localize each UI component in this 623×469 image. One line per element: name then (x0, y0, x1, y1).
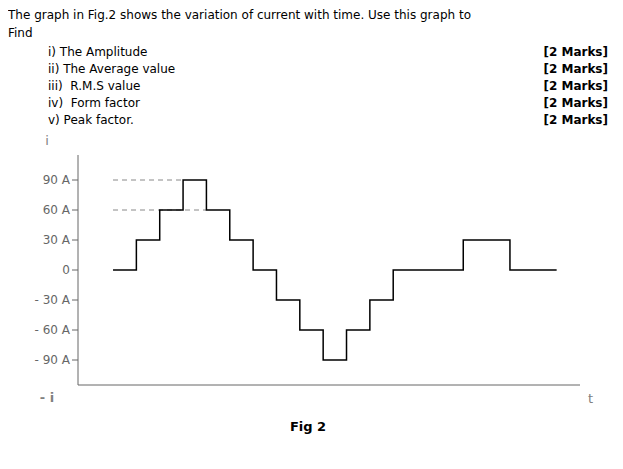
svg-text:- 30 A: - 30 A (35, 293, 71, 307)
svg-text:60 A: 60 A (43, 203, 71, 217)
html-text:Find: Find (8, 26, 33, 40)
html-text:[2 Marks]: [2 Marks] (543, 96, 608, 110)
html-text:iv) Form factor: iv) Form factor (48, 96, 140, 110)
html-text:i) The Amplitude: i) The Amplitude (48, 45, 148, 59)
svg-text:t: t (588, 391, 593, 406)
html-text:Fig 2: Fig 2 (289, 419, 327, 434)
svg-text:0: 0 (62, 263, 70, 277)
html-text:[2 Marks]: [2 Marks] (543, 62, 608, 76)
html-text:[2 Marks]: [2 Marks] (543, 45, 608, 59)
html-text:[2 Marks]: [2 Marks] (543, 113, 608, 127)
svg-text:90 A: 90 A (43, 173, 71, 187)
html-text:The graph in Fig.2 shows the v: The graph in Fig.2 shows the variation o… (8, 8, 471, 22)
html-text:iii) R.M.S value: iii) R.M.S value (48, 79, 141, 93)
svg-text:30 A: 30 A (43, 233, 71, 247)
svg-text:i: i (45, 133, 49, 148)
svg-text:- i: - i (40, 390, 54, 405)
html-text:[2 Marks]: [2 Marks] (543, 79, 608, 93)
svg-text:- 60 A: - 60 A (35, 323, 71, 337)
svg-text:- 90 A: - 90 A (35, 353, 71, 367)
html-text:ii) The Average value: ii) The Average value (48, 62, 176, 76)
html-text:v) Peak factor.: v) Peak factor. (48, 113, 134, 127)
